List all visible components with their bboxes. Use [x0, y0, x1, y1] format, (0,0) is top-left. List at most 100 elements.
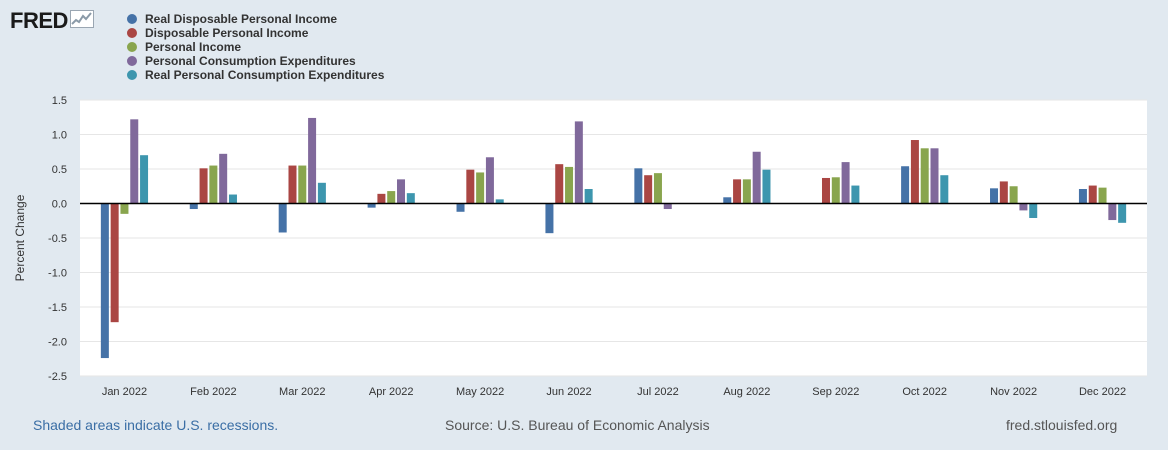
- bar: [1118, 203, 1127, 223]
- y-tick-label: -0.5: [48, 233, 67, 245]
- bar: [545, 203, 554, 234]
- bar: [644, 175, 653, 204]
- bar: [920, 148, 929, 204]
- recession-note: Shaded areas indicate U.S. recessions.: [33, 417, 279, 433]
- legend-item[interactable]: Personal Consumption Expenditures: [127, 54, 384, 68]
- legend-swatch: [127, 56, 137, 66]
- x-tick-label: Feb 2022: [190, 386, 236, 398]
- bar: [940, 175, 949, 204]
- y-tick-label: 0.0: [52, 199, 67, 211]
- bar: [634, 168, 643, 204]
- y-tick-label: -2.5: [48, 371, 67, 383]
- bar: [199, 168, 208, 204]
- legend-swatch: [127, 28, 137, 38]
- bar: [762, 169, 771, 204]
- bar: [1019, 203, 1028, 211]
- bar: [574, 121, 583, 204]
- bar: [278, 203, 287, 233]
- y-tick-label: 0.5: [52, 164, 67, 176]
- bar: [219, 153, 228, 204]
- bar: [387, 191, 396, 204]
- bar: [831, 177, 840, 204]
- bar: [901, 166, 910, 204]
- brand-name: FRED: [10, 8, 68, 33]
- fred-line-chart-icon: [69, 9, 94, 33]
- legend-swatch: [127, 14, 137, 24]
- bar: [841, 162, 850, 204]
- bar: [406, 193, 415, 204]
- legend-item[interactable]: Disposable Personal Income: [127, 26, 384, 40]
- bar: [130, 119, 139, 204]
- fred-logo[interactable]: FRED: [10, 8, 94, 34]
- bar: [456, 203, 465, 212]
- bar: [821, 177, 830, 204]
- bar: [584, 189, 593, 204]
- bar: [485, 157, 494, 204]
- legend-item[interactable]: Real Personal Consumption Expenditures: [127, 68, 384, 82]
- bar: [317, 182, 326, 204]
- y-tick-label: 1.0: [52, 130, 67, 142]
- bar: [120, 203, 129, 214]
- bar: [1009, 186, 1018, 204]
- source-note: Source: U.S. Bureau of Economic Analysis: [445, 417, 710, 433]
- legend-label: Real Personal Consumption Expenditures: [145, 68, 385, 82]
- x-tick-label: Nov 2022: [990, 386, 1037, 398]
- bar: [476, 172, 485, 204]
- bar-chart: 1.5 1.0 0.5 0.0 -0.5 -1.0 -1.5 -2.0 -2.5 Percent …: [13, 95, 1147, 398]
- bar: [910, 140, 919, 204]
- bar: [228, 194, 237, 204]
- bar: [663, 203, 672, 210]
- bar: [1088, 185, 1097, 204]
- bar: [1078, 189, 1087, 204]
- site-link[interactable]: fred.stlouisfed.org: [1006, 417, 1118, 433]
- x-tick-label: Mar 2022: [279, 386, 325, 398]
- legend-label: Personal Income: [145, 40, 242, 54]
- x-tick-label: Jul 2022: [637, 386, 679, 398]
- bar: [1098, 187, 1107, 204]
- y-tick-label: -1.5: [48, 302, 67, 314]
- y-tick-label: -2.0: [48, 337, 67, 349]
- x-tick-label: Apr 2022: [369, 386, 414, 398]
- x-tick-label: Oct 2022: [902, 386, 947, 398]
- legend-label: Disposable Personal Income: [145, 26, 309, 40]
- x-tick-label: Jan 2022: [102, 386, 147, 398]
- x-tick-label: Sep 2022: [812, 386, 859, 398]
- bar: [999, 181, 1008, 204]
- legend-item[interactable]: Personal Income: [127, 40, 384, 54]
- bar: [930, 148, 939, 204]
- bar: [752, 151, 761, 204]
- bar: [990, 188, 999, 204]
- legend-item[interactable]: Real Disposable Personal Income: [127, 12, 384, 26]
- bar: [466, 169, 475, 204]
- legend-swatch: [127, 70, 137, 80]
- chart-legend: Real Disposable Personal Income Disposab…: [127, 12, 384, 82]
- legend-swatch: [127, 42, 137, 52]
- bar: [189, 203, 198, 210]
- bar: [1108, 203, 1117, 221]
- y-tick-label: 1.5: [52, 95, 67, 107]
- bar: [367, 203, 376, 208]
- bar: [495, 199, 504, 204]
- bar: [377, 193, 386, 204]
- bar: [742, 179, 751, 204]
- bar: [1029, 203, 1038, 218]
- bar: [308, 117, 317, 204]
- bar: [298, 165, 307, 204]
- bar: [288, 165, 297, 204]
- x-tick-label: Jun 2022: [546, 386, 591, 398]
- bar: [565, 166, 574, 204]
- x-tick-label: Dec 2022: [1079, 386, 1126, 398]
- bar: [851, 185, 860, 204]
- bar: [733, 179, 742, 204]
- bar: [209, 165, 218, 204]
- legend-label: Real Disposable Personal Income: [145, 12, 338, 26]
- bar: [140, 155, 149, 204]
- x-tick-label: May 2022: [456, 386, 504, 398]
- x-tick-label: Aug 2022: [723, 386, 770, 398]
- bar: [397, 179, 406, 204]
- bar: [100, 203, 109, 359]
- y-axis-label: Percent Change: [13, 194, 27, 281]
- bar: [723, 197, 732, 204]
- bar: [653, 173, 662, 204]
- bar: [555, 164, 564, 204]
